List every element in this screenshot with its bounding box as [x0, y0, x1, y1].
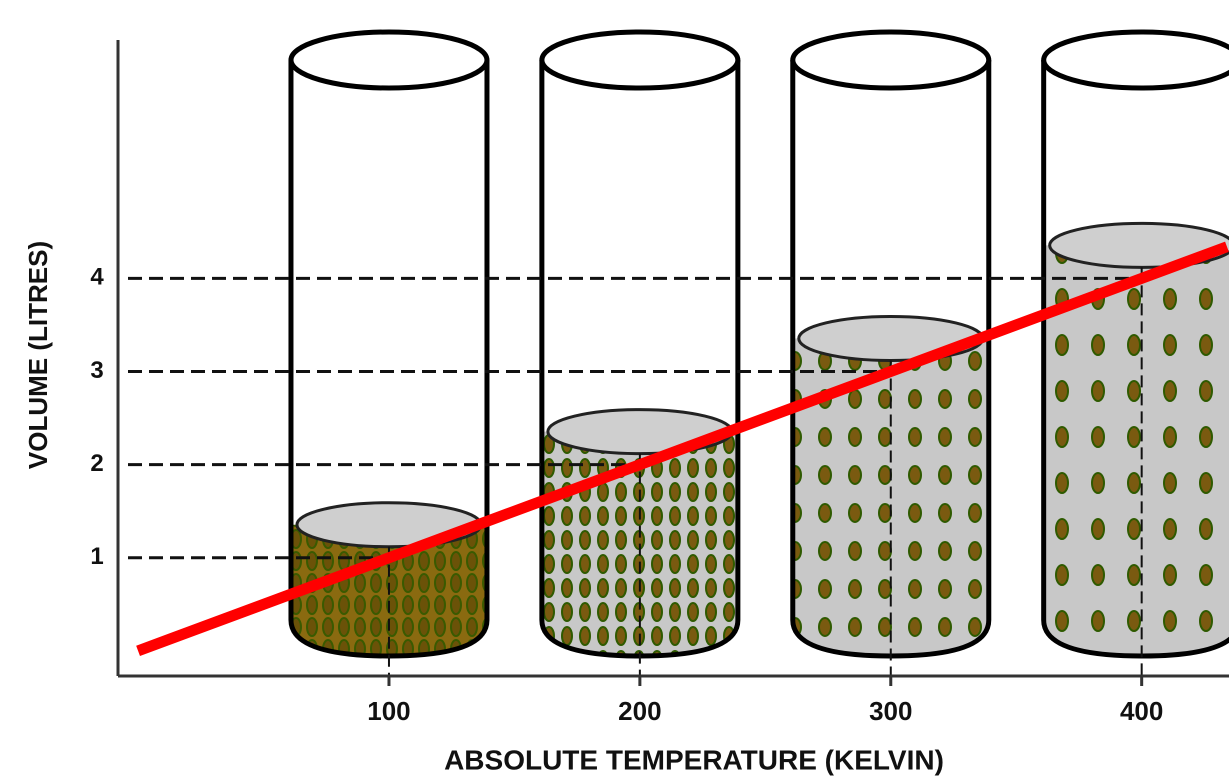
- gas-surface: [548, 410, 732, 454]
- cylinder-top: [291, 32, 487, 88]
- x-axis-label: ABSOLUTE TEMPERATURE (KELVIN): [444, 744, 944, 775]
- x-tick-label: 400: [1120, 696, 1163, 726]
- cylinder-top: [542, 32, 738, 88]
- y-tick-label: 1: [90, 543, 103, 570]
- x-tick-label: 200: [618, 696, 661, 726]
- x-tick-label: 100: [367, 696, 410, 726]
- y-tick-label: 4: [90, 264, 104, 291]
- y-tick-label: 3: [90, 357, 103, 384]
- chart: 100 200 300 400 1 2 3 4 ABSOLUTE TEMPERATURE (K…: [0, 0, 1229, 781]
- y-tick-label: 2: [90, 450, 103, 477]
- cylinder-top: [1044, 32, 1229, 88]
- cylinder-top: [793, 32, 989, 88]
- y-axis-label: VOLUME (LITRES): [23, 241, 53, 469]
- x-tick-label: 300: [869, 696, 912, 726]
- cylinders: [291, 32, 1229, 656]
- gas-surface: [297, 503, 481, 547]
- gas-surface: [799, 317, 983, 361]
